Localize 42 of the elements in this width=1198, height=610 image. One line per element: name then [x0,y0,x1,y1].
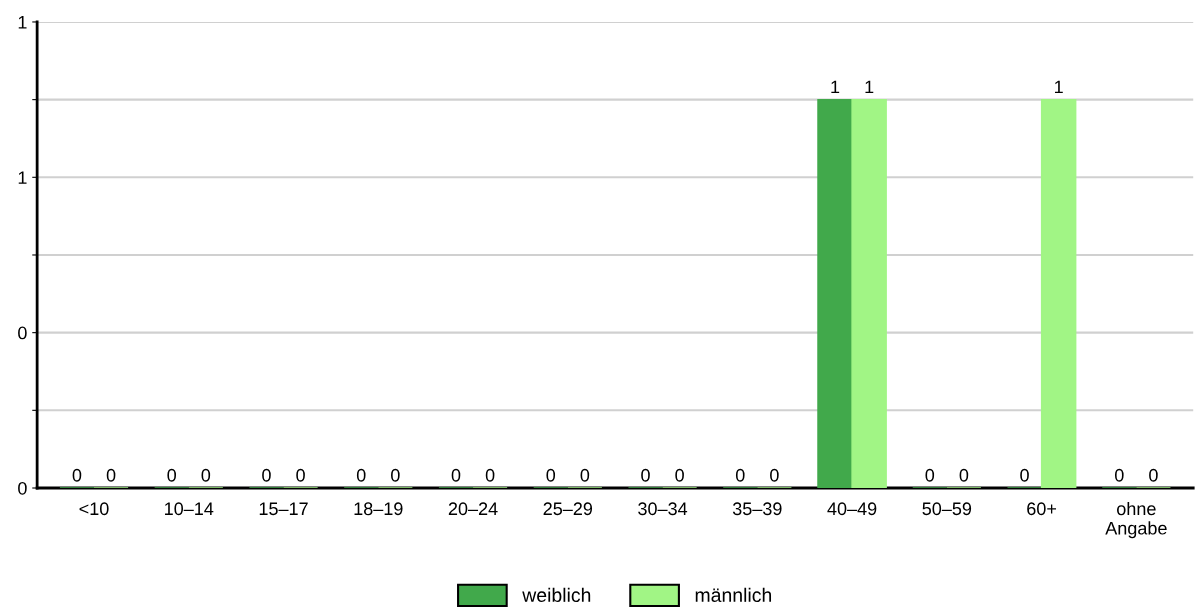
data-label: 0 [641,468,650,482]
x-tick-label: 60+ [1027,502,1057,516]
y-tick-label: 1 [18,171,27,184]
x-tick-label: 35–39 [732,502,782,516]
data-label: 0 [201,468,211,482]
data-label: 0 [735,468,745,482]
data-label: 0 [675,468,684,482]
y-tick-label: 1 [18,16,27,29]
x-tick-label: <10 [79,502,109,516]
x-tick-label: 25–29 [543,502,593,516]
legend-label: weiblich [522,587,591,603]
data-label: 0 [959,468,969,482]
data-label: 0 [262,468,271,482]
data-label: 0 [925,468,935,482]
data-label: 0 [72,468,82,482]
x-tick-label: 40–49 [827,502,877,516]
data-label: 1 [865,80,874,94]
x-tick-label: ohne Angabe [1105,501,1167,539]
data-label: 0 [485,468,495,482]
data-label: 0 [580,468,590,482]
x-tick-label: 30–34 [638,502,688,516]
data-label: 0 [296,468,305,482]
legend-label: männlich [695,587,772,603]
data-label: 0 [1020,468,1029,482]
y-tick-label: 0 [18,481,27,495]
data-label: 0 [356,468,366,482]
data-label: 0 [546,468,556,482]
x-tick-label: 18–19 [354,502,403,516]
data-label: 0 [770,468,779,482]
x-tick-label: 50–59 [922,502,972,516]
data-label: 0 [106,468,116,482]
x-tick-label: 15–17 [259,502,308,516]
data-label: 0 [167,468,177,482]
y-tick-label: 0 [18,326,27,340]
data-label: 0 [1149,468,1158,482]
data-label: 1 [1055,80,1063,94]
data-label: 1 [831,80,840,94]
x-tick-label: 10–14 [165,502,214,516]
x-tick-label: 20–24 [448,502,498,516]
data-label: 0 [451,468,461,482]
data-label: 0 [391,468,400,482]
data-label: 0 [1114,468,1124,482]
